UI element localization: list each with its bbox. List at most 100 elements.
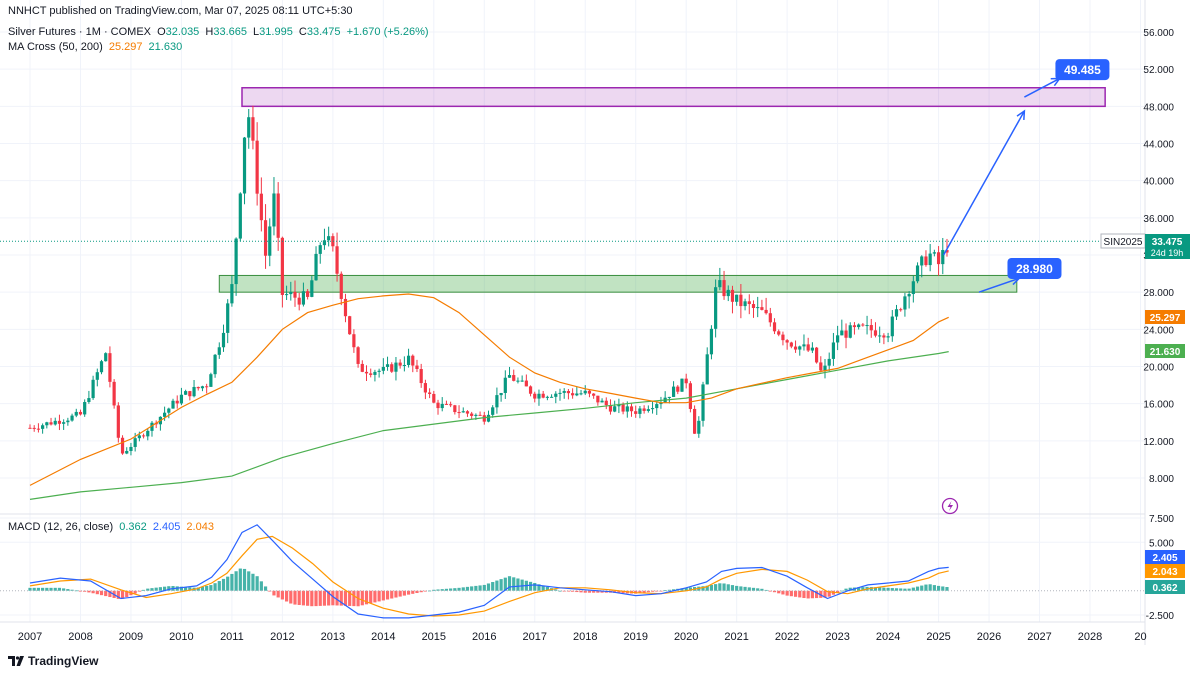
symbol-tag: SIN2025: [1104, 237, 1143, 248]
candle-body: [625, 406, 629, 412]
macd-histogram-bar: [221, 578, 226, 591]
candle-body: [146, 430, 150, 437]
symbol-legend[interactable]: Silver Futures · 1M · COMEX O32.035 H33.…: [8, 26, 429, 38]
candle-body: [141, 435, 146, 437]
event-marker[interactable]: [941, 497, 959, 515]
candle-body: [789, 342, 793, 347]
candle-body: [133, 438, 137, 447]
candle-body: [297, 297, 301, 305]
macd-histogram-bar: [436, 589, 440, 591]
candle-body: [343, 298, 348, 317]
ma-cross-legend[interactable]: MA Cross (50, 200) 25.297 21.630: [8, 41, 182, 53]
macd-histogram-bar: [810, 590, 814, 599]
candle-body: [554, 393, 558, 397]
macd-histogram-bar: [941, 586, 945, 591]
candle-body: [398, 362, 402, 366]
macd-histogram-bar: [642, 590, 646, 593]
candle-body: [247, 117, 251, 138]
candle-body: [381, 366, 385, 371]
candle-body: [331, 236, 335, 247]
macd-hist-value: 0.362: [119, 521, 147, 533]
candle-body: [486, 414, 491, 422]
macd-histogram-bar: [718, 583, 722, 591]
tradingview-brand[interactable]: TradingView: [8, 654, 98, 668]
candle-body: [894, 309, 899, 317]
macd-histogram-bar: [541, 585, 545, 591]
projection-arrow-line: [978, 277, 1020, 293]
macd-histogram-bar: [743, 586, 747, 591]
macd-histogram-bar: [777, 590, 781, 594]
macd-line-value: 2.405: [152, 521, 181, 533]
macd-histogram-bar: [760, 588, 764, 591]
macd-histogram-bar: [587, 590, 592, 593]
support-label-box: [1007, 257, 1062, 279]
macd-histogram-bar: [230, 573, 234, 591]
macd-histogram-bar: [272, 590, 276, 596]
macd-histogram-bar: [331, 590, 335, 606]
candle-body: [57, 420, 62, 424]
candle-body: [209, 374, 213, 387]
year-tick-label: 2016: [472, 631, 496, 643]
candle-body: [230, 284, 234, 304]
candle-body: [112, 381, 116, 406]
candle-body: [238, 193, 242, 239]
candle-body: [188, 391, 192, 397]
macd-histogram-bar: [528, 581, 533, 591]
macd-histogram-bar: [385, 590, 390, 600]
candle-body: [108, 353, 112, 382]
macd-histogram-bar: [579, 590, 583, 593]
macd-histogram-bar: [78, 590, 83, 592]
candle-body: [301, 291, 306, 305]
target-callout[interactable]: 49.485: [1055, 59, 1110, 81]
projection-arrow-line: [942, 110, 1026, 256]
candle-body: [91, 379, 95, 399]
macd-histogram-bar: [756, 588, 760, 591]
candle-body: [95, 372, 99, 380]
macd-histogram-bar: [558, 590, 562, 592]
year-tick-label: 2009: [119, 631, 143, 643]
macd-histogram-bar: [150, 588, 154, 591]
macd-histogram-bar: [196, 587, 200, 591]
target-label: 49.485: [1064, 63, 1101, 77]
candle-body: [83, 402, 87, 415]
candle-body: [276, 193, 280, 238]
candle-body: [697, 420, 701, 434]
macd-histogram-bar: [621, 590, 625, 594]
candle-body: [688, 383, 692, 409]
macd-histogram-bar: [125, 590, 129, 597]
candle-body: [385, 364, 390, 367]
macd-histogram-bar: [419, 590, 423, 593]
symbol-price-tag[interactable]: SIN2025 33.475 24d 19h: [1100, 233, 1190, 259]
candle-body: [335, 246, 339, 274]
macd-hist-tag-value: 0.362: [1152, 583, 1177, 594]
support-callout[interactable]: 28.980: [1007, 257, 1062, 279]
candle-body: [945, 250, 949, 253]
macd-histogram-bar: [764, 589, 768, 591]
candle-body: [482, 415, 486, 422]
resistance-zone[interactable]: [241, 87, 1106, 108]
candle-body: [478, 414, 482, 416]
macd-histogram-bar: [49, 587, 53, 591]
candle-body: [671, 386, 676, 397]
candle-body: [760, 307, 764, 310]
macd-histogram-bar: [730, 585, 735, 591]
candle-body: [449, 404, 453, 406]
macd-histogram-bar: [251, 573, 255, 591]
candle-body: [941, 250, 945, 265]
macd-legend[interactable]: MACD (12, 26, close) 0.362 2.405 2.043: [8, 521, 214, 533]
macd-histogram-bar: [247, 571, 251, 591]
candle-body: [718, 280, 722, 288]
macd-histogram-bar: [495, 580, 499, 591]
candle-body: [831, 342, 836, 359]
price-tag: 33.475: [1152, 237, 1183, 248]
macd-histogram-bar: [322, 590, 327, 606]
candle-body: [730, 289, 735, 302]
support-zone[interactable]: [218, 274, 1018, 293]
macd-histogram-bar: [726, 584, 730, 591]
candle-body: [70, 415, 74, 421]
candle-body: [348, 316, 352, 335]
macd-histogram-bar: [512, 577, 516, 591]
macd-histogram-bar: [915, 586, 920, 591]
candle-body: [444, 403, 449, 405]
